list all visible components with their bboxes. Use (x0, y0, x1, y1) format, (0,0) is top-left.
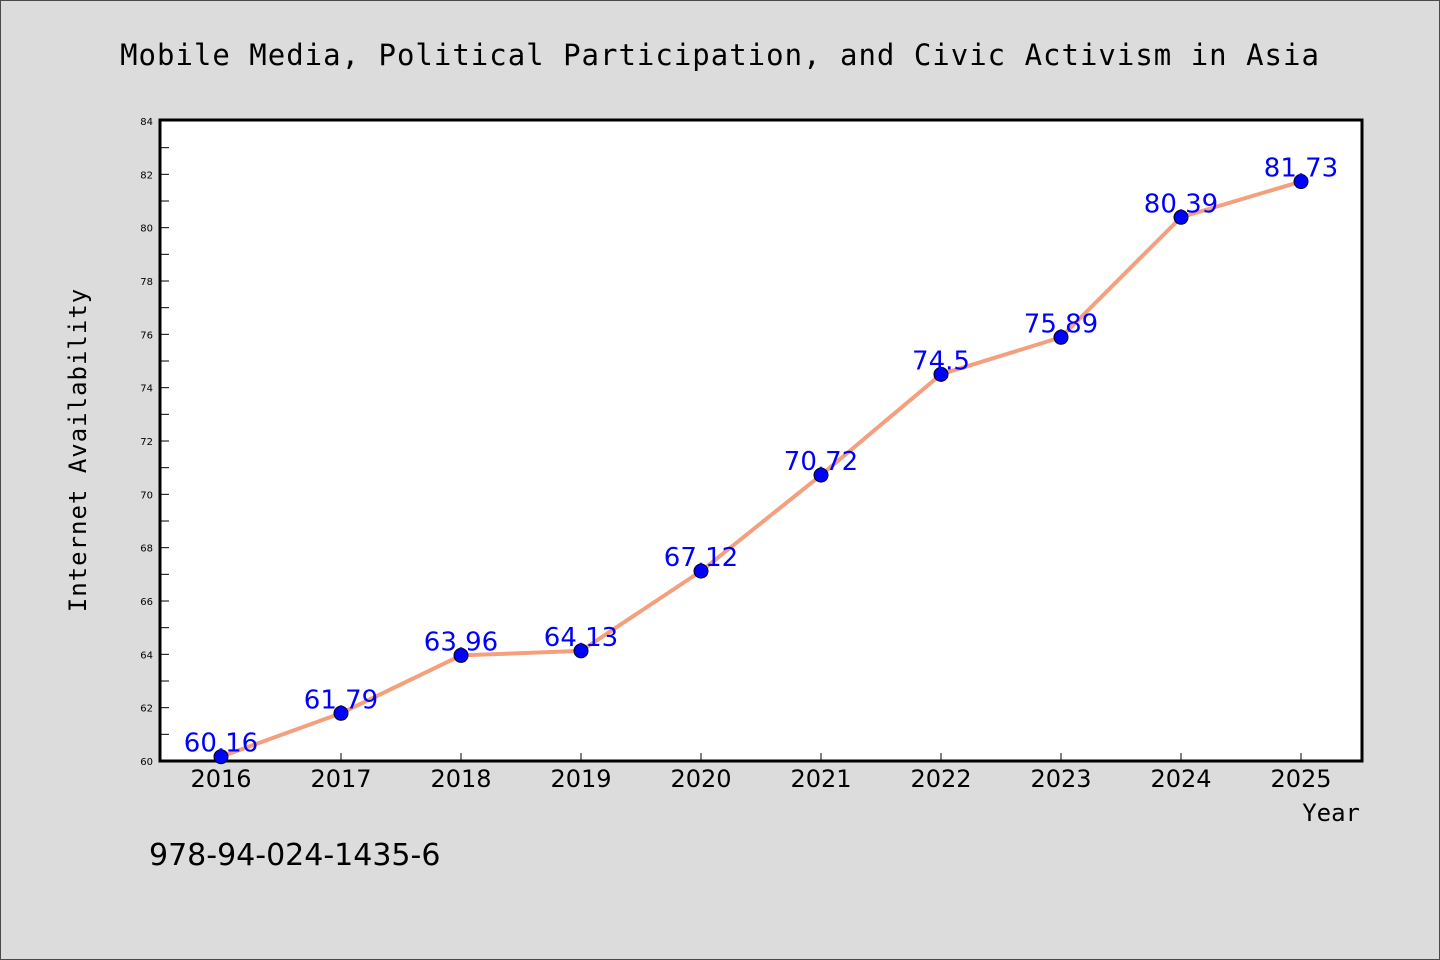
data-point (213, 749, 229, 765)
y-tick-label: 76 (140, 330, 153, 341)
chart-title: Mobile Media, Political Participation, a… (120, 38, 1320, 72)
data-label: 63.96 (424, 627, 498, 657)
y-tick-label: 62 (140, 704, 153, 715)
x-tick-label: 2020 (670, 765, 731, 793)
y-tick-label: 68 (140, 544, 153, 555)
data-point (1293, 174, 1309, 190)
y-tick-label: 70 (140, 490, 153, 501)
data-point (1173, 209, 1189, 225)
x-tick-label: 2019 (550, 765, 611, 793)
y-tick-label: 66 (140, 597, 153, 608)
data-point (453, 647, 469, 663)
data-label: 70.72 (784, 447, 858, 477)
y-tick-label: 78 (140, 277, 153, 288)
x-tick-label: 2025 (1270, 765, 1331, 793)
y-axis-label: Internet Availability (64, 288, 92, 612)
y-tick-label: 64 (140, 650, 153, 661)
data-point (693, 563, 709, 579)
data-label: 67.12 (664, 543, 738, 573)
data-point (933, 366, 949, 382)
data-point (333, 705, 349, 721)
y-axis: 60 62 64 66 68 70 72 74 76 78 80 82 84 (140, 117, 169, 768)
x-axis: 2016 2017 2018 2019 2020 2021 2022 2023 2024 2025 (190, 753, 1332, 793)
y-tick-label: 72 (140, 437, 153, 448)
x-tick-label: 2021 (790, 765, 851, 793)
x-tick-label: 2018 (430, 765, 491, 793)
y-tick-label: 74 (140, 384, 153, 395)
data-label: 80.39 (1144, 189, 1218, 219)
y-tick-label: 82 (140, 170, 153, 181)
y-tick-label: 60 (140, 757, 153, 768)
data-point (1053, 329, 1069, 345)
x-tick-label: 2024 (1150, 765, 1211, 793)
series-line (220, 179, 1302, 759)
data-label: 64.13 (544, 623, 618, 653)
x-tick-label: 2022 (910, 765, 971, 793)
data-label: 61.79 (304, 685, 378, 715)
x-tick-label: 2017 (310, 765, 371, 793)
data-label: 75.89 (1024, 309, 1098, 339)
x-axis-label: Year (1302, 799, 1360, 827)
series-layer: 60.16 61.79 63.96 64.13 67.12 70.72 74.5 75.89 8… (184, 154, 1338, 765)
data-label: 81.73 (1264, 154, 1338, 184)
x-tick-label: 2023 (1030, 765, 1091, 793)
plot-area (158, 118, 1364, 763)
data-label: 60.16 (184, 729, 258, 759)
data-label: 74.5 (912, 346, 970, 376)
x-tick-label: 2016 (190, 765, 251, 793)
data-point (573, 643, 589, 659)
y-tick-label: 80 (140, 224, 153, 235)
y-tick-label: 84 (140, 117, 153, 128)
isbn-text: 978-94-024-1435-6 (149, 838, 440, 873)
data-point (813, 467, 829, 483)
